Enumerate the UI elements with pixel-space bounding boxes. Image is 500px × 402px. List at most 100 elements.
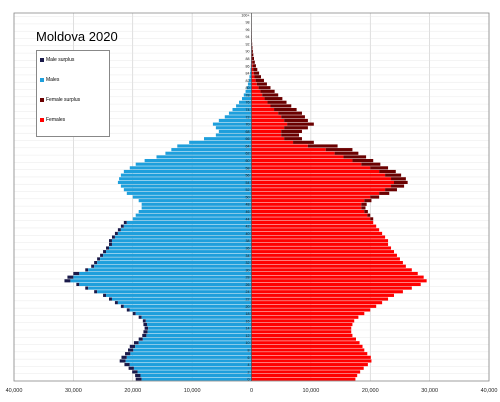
- bar-female: [251, 140, 294, 144]
- bar-male-surplus: [133, 341, 139, 345]
- bar-female: [251, 97, 265, 101]
- bar-female: [251, 122, 288, 126]
- bar-male: [245, 89, 252, 93]
- bar-male-surplus: [97, 257, 101, 261]
- bar-male: [250, 67, 252, 72]
- bar-male: [103, 253, 252, 257]
- bar-female: [251, 279, 427, 283]
- bar-male: [94, 264, 252, 268]
- bar-male: [147, 322, 252, 327]
- chart-title: Moldova 2020: [36, 29, 118, 44]
- legend-label-females: Females: [46, 117, 66, 123]
- bar-female: [251, 355, 371, 359]
- x-tick-label: 40,000: [6, 388, 23, 394]
- bar-male: [129, 166, 252, 170]
- bar-female: [251, 261, 403, 265]
- x-tick-label: 10,000: [184, 388, 201, 394]
- bar-male: [133, 348, 252, 352]
- bar-male: [156, 155, 252, 159]
- bar-male: [248, 78, 252, 82]
- age-tick-label: 34: [246, 254, 250, 258]
- bar-female-surplus: [370, 195, 380, 199]
- bar-female: [251, 319, 355, 323]
- bar-female: [251, 144, 308, 148]
- age-tick-label: 38: [246, 239, 250, 243]
- bar-male-surplus: [143, 330, 148, 334]
- bar-female-surplus: [251, 46, 253, 50]
- bar-female-surplus: [254, 75, 261, 79]
- bar-male: [106, 250, 252, 254]
- bar-male-surplus: [135, 377, 142, 381]
- age-tick-label: 36: [246, 246, 250, 250]
- age-tick-label: 76: [246, 101, 250, 105]
- age-tick-label: 80: [246, 86, 250, 90]
- bar-female: [251, 359, 372, 363]
- bar-male: [224, 115, 252, 119]
- bar-male: [247, 82, 252, 86]
- bar-female-surplus: [325, 148, 353, 152]
- bar-male-surplus: [120, 304, 124, 308]
- bar-female-surplus: [370, 166, 389, 170]
- bar-male: [106, 293, 252, 297]
- bar-female: [251, 129, 282, 133]
- bar-female: [251, 195, 371, 199]
- bar-female-surplus: [278, 111, 302, 115]
- legend-item-male-surplus: Male surplus: [40, 57, 74, 63]
- bar-male-surplus: [67, 275, 74, 279]
- bar-female-surplus: [379, 191, 390, 195]
- bar-female-surplus: [252, 64, 256, 68]
- bar-male: [141, 315, 252, 319]
- bar-female: [251, 224, 377, 228]
- bar-female: [251, 173, 386, 177]
- bar-female: [251, 373, 358, 378]
- bar-male-surplus: [144, 326, 149, 330]
- bar-male-surplus: [85, 286, 89, 290]
- age-tick-label: 18: [246, 312, 250, 316]
- bar-female: [251, 293, 394, 297]
- bar-female-surplus: [334, 151, 359, 155]
- bar-female-surplus: [307, 144, 338, 148]
- bar-male-surplus: [135, 373, 141, 378]
- bar-female: [251, 111, 279, 115]
- bar-female: [251, 104, 271, 108]
- bar-female: [251, 162, 362, 166]
- bar-female: [251, 268, 412, 272]
- bar-male-surplus: [142, 319, 146, 323]
- bar-female: [251, 301, 383, 305]
- age-tick-label: 10: [246, 341, 250, 345]
- bar-male: [138, 341, 252, 345]
- legend-label-males: Males: [46, 77, 60, 83]
- bar-male-surplus: [94, 261, 98, 265]
- x-tick-label: 20,000: [362, 388, 379, 394]
- bar-male-surplus: [138, 315, 142, 319]
- bar-male: [141, 206, 252, 210]
- bar-male: [171, 148, 252, 152]
- age-tick-label: 26: [246, 283, 250, 287]
- bar-male-surplus: [114, 231, 118, 236]
- age-tick-label: 8: [248, 348, 250, 352]
- legend: Male surplus Males Female surplus Female…: [36, 50, 110, 137]
- age-tick-label: 84: [246, 72, 250, 76]
- bar-female-surplus: [252, 56, 254, 61]
- bar-female: [251, 264, 406, 268]
- bar-male-surplus: [126, 308, 130, 312]
- bar-female: [251, 341, 360, 345]
- age-tick-label: 94: [246, 35, 250, 39]
- bar-female: [251, 93, 263, 97]
- bar-male: [88, 268, 252, 272]
- bar-male-surplus: [142, 333, 147, 338]
- age-tick-label: 96: [246, 28, 250, 32]
- bar-male: [120, 228, 252, 232]
- bar-female: [251, 82, 257, 86]
- bar-male: [138, 199, 252, 203]
- bar-female: [251, 71, 254, 75]
- age-tick-label: 48: [246, 203, 250, 207]
- bar-male: [126, 220, 252, 225]
- bar-female: [251, 312, 365, 316]
- bar-female: [251, 133, 282, 137]
- age-tick-label: 2: [248, 370, 250, 374]
- bar-male: [126, 191, 252, 195]
- bar-female: [251, 322, 353, 327]
- bar-female: [251, 158, 353, 163]
